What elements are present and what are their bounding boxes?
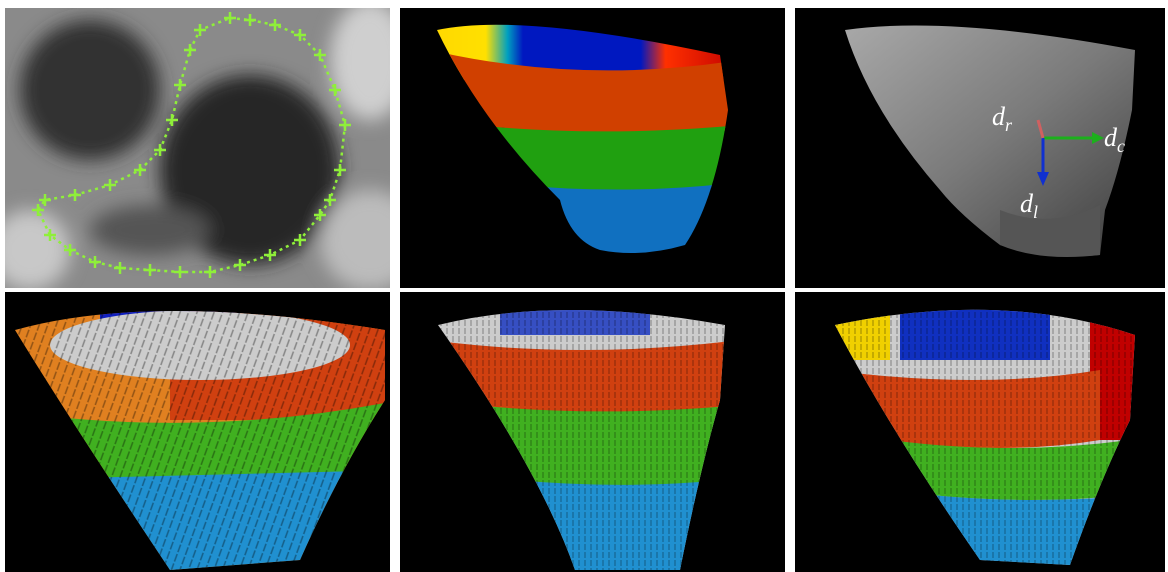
page: dr dc dl [0, 0, 1168, 572]
label-base: d [1020, 189, 1034, 218]
figure: dr dc dl [0, 0, 1168, 572]
fiber-panel [795, 290, 1165, 572]
fiber-panel [0, 290, 400, 572]
label-base: d [992, 102, 1006, 131]
mri-panel [0, 0, 420, 290]
frame-panel: dr dc dl [795, 8, 1165, 288]
fiber-panel [400, 290, 785, 572]
label-sub: r [1005, 115, 1013, 135]
surface-panel [400, 0, 785, 288]
label-sub: l [1033, 202, 1038, 222]
label-base: d [1104, 123, 1118, 152]
label-sub: c [1117, 136, 1125, 156]
